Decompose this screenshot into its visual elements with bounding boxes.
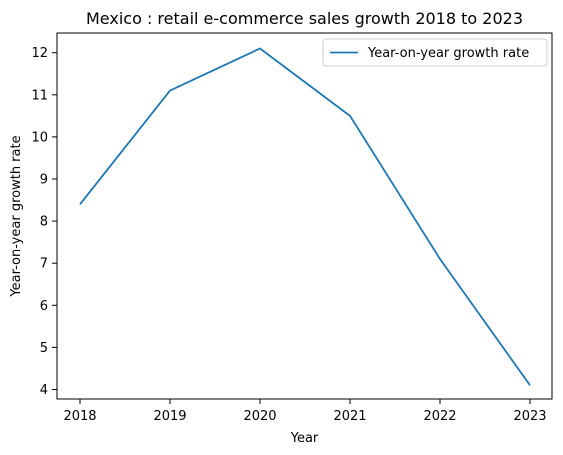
legend: Year-on-year growth rate	[322, 38, 548, 67]
y-tick-label: 7	[40, 257, 48, 272]
x-tick-label: 2022	[423, 409, 456, 424]
x-axis-label: Year	[290, 431, 319, 446]
y-tick-label: 5	[40, 341, 48, 356]
y-tick-label: 9	[40, 173, 48, 188]
x-tick-label: 2023	[513, 409, 546, 424]
plot-area-frame	[56, 32, 553, 400]
x-tick-label: 2018	[63, 409, 96, 424]
y-tick-label: 12	[31, 46, 48, 61]
y-axis-label: Year-on-year growth rate	[9, 135, 24, 297]
x-tick-label: 2021	[333, 409, 366, 424]
y-tick-label: 4	[40, 383, 48, 398]
chart-title: Mexico : retail e-commerce sales growth …	[86, 9, 523, 28]
y-tick-label: 8	[40, 215, 48, 230]
x-tick-label: 2019	[153, 409, 186, 424]
y-axis: 4 5 6 7 8 9 10 11 12	[31, 46, 57, 398]
x-axis: 2018 2019 2020 2021 2022 2023	[63, 399, 547, 424]
legend-frame	[322, 38, 548, 67]
x-tick-label: 2020	[243, 409, 276, 424]
y-tick-label: 6	[40, 299, 48, 314]
series-line-growth-rate	[79, 47, 531, 386]
y-tick-label: 11	[31, 88, 48, 103]
legend-label: Year-on-year growth rate	[367, 46, 529, 61]
y-tick-label: 10	[31, 130, 48, 145]
